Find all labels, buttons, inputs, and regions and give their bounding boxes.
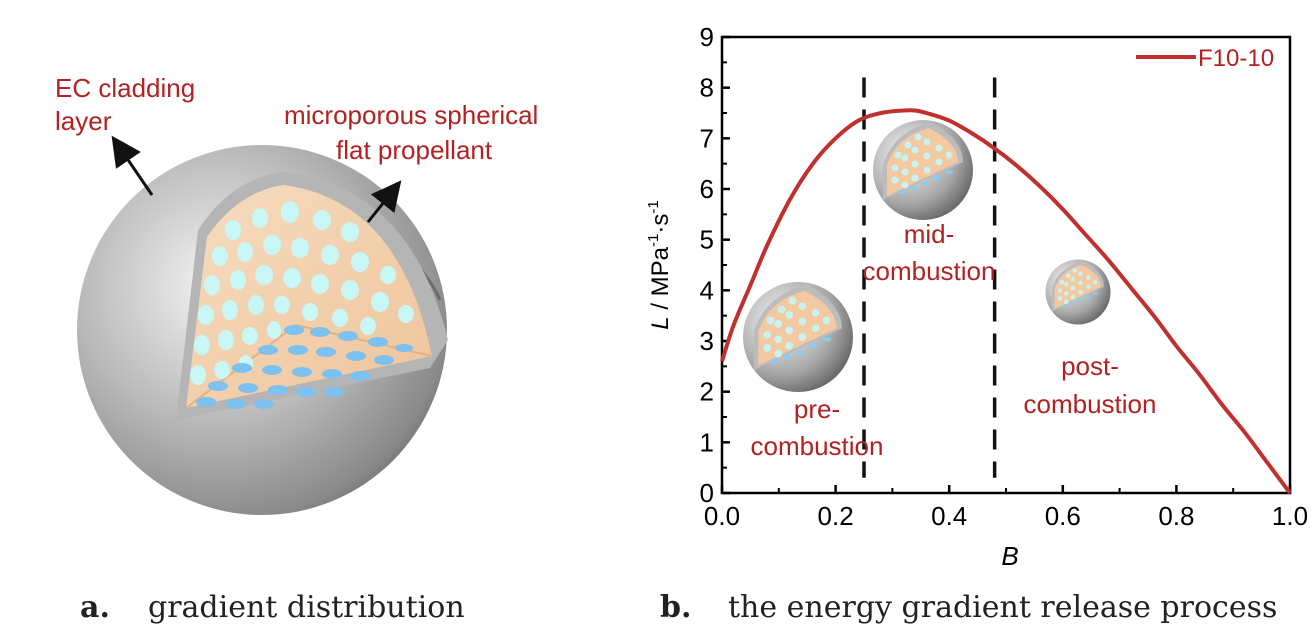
x-tick-label: 0.0 xyxy=(704,501,740,531)
y-tick-label: 8 xyxy=(700,73,714,103)
propellant-arrow xyxy=(366,180,402,223)
post-combustion-sphere xyxy=(1045,259,1111,325)
x-tick-label: 1.0 xyxy=(1272,501,1308,531)
y-tick-label: 2 xyxy=(700,377,714,407)
cladding-label-line1: EC cladding xyxy=(55,73,195,103)
propellant-label-line1: microporous spherical xyxy=(284,100,538,130)
y-tick-label: 3 xyxy=(700,326,714,356)
x-tick-label: 0.4 xyxy=(931,501,967,531)
x-tick-label: 0.6 xyxy=(1045,501,1081,531)
stage-label-pre-line2: combustion xyxy=(751,431,884,461)
y-tick-label: 9 xyxy=(700,22,714,52)
legend-label: F10-10 xyxy=(1198,45,1274,72)
stage-label-mid-line1: mid- xyxy=(904,219,955,249)
y-tick-label: 6 xyxy=(700,174,714,204)
cladding-arrow xyxy=(111,135,154,196)
panel-a: EC cladding layer microporous spherical … xyxy=(55,73,538,515)
cladding-label-line2: layer xyxy=(55,106,112,136)
caption-b-letter: b. xyxy=(660,590,691,625)
propellant-core xyxy=(186,185,432,408)
x-axis-ticks: 0.0 0.2 0.4 0.6 0.8 1.0 xyxy=(704,485,1308,531)
micropores-base xyxy=(196,325,413,409)
x-tick-label: 0.2 xyxy=(818,501,854,531)
y-tick-label: 4 xyxy=(700,275,714,305)
stage-label-post-line2: combustion xyxy=(1024,389,1157,419)
y-tick-label: 5 xyxy=(700,225,714,255)
propellant-sphere-illustration xyxy=(77,145,448,515)
stage-boundaries xyxy=(862,77,997,478)
mid-combustion-sphere xyxy=(873,120,973,220)
y-tick-label: 7 xyxy=(700,123,714,153)
caption-a-letter: a. xyxy=(80,590,110,625)
panel-b-chart: 0 1 2 3 4 5 6 7 8 9 0.0 0.2 0.4 0.6 0.8 1.0 B L / MPa-… xyxy=(645,22,1308,571)
caption-a-text: gradient distribution xyxy=(148,590,465,625)
series-line-f10-10 xyxy=(720,108,1292,495)
legend: F10-10 xyxy=(1136,45,1274,72)
caption-b-text: the energy gradient release process xyxy=(728,590,1277,625)
pre-combustion-sphere xyxy=(743,282,853,392)
y-axis-ticks: 0 1 2 3 4 5 6 7 8 9 xyxy=(700,22,730,508)
stage-label-post-line1: post- xyxy=(1061,351,1119,381)
x-tick-label: 0.8 xyxy=(1158,501,1194,531)
y-tick-label: 1 xyxy=(700,427,714,457)
x-axis-label: B xyxy=(1001,541,1018,571)
stage-label-mid-line2: combustion xyxy=(863,256,996,286)
plot-frame xyxy=(720,35,1292,495)
y-tick-label: 0 xyxy=(700,478,714,508)
stage-label-pre-line1: pre- xyxy=(794,394,840,424)
y-axis-label: L / MPa-1·s-1 xyxy=(645,200,674,329)
propellant-label-line2: flat propellant xyxy=(336,135,493,165)
